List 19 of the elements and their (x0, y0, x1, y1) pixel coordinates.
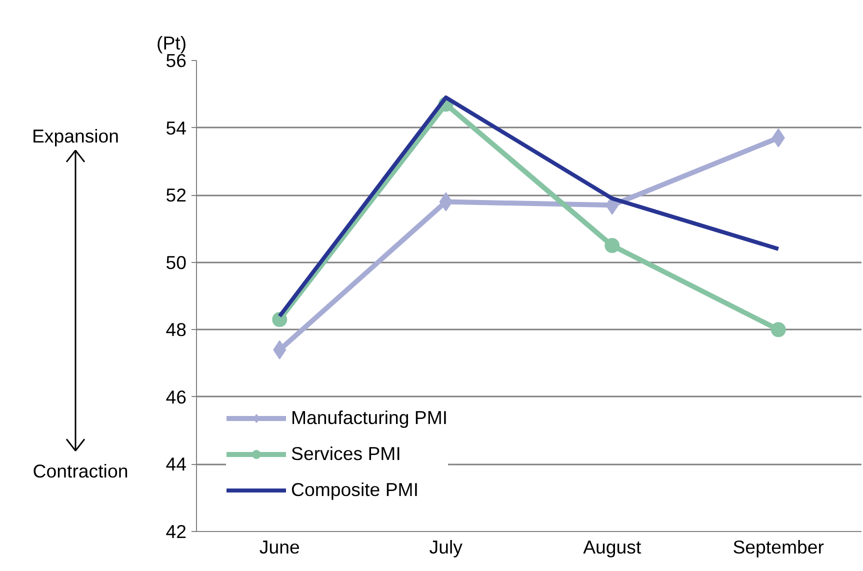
x-tick-label: June (259, 536, 300, 558)
point (770, 322, 786, 338)
legend-label: Services PMI (291, 443, 401, 465)
y-tick-label: 44 (166, 454, 187, 475)
text: Expansion (32, 125, 120, 146)
point (604, 238, 620, 254)
text: Contraction (32, 460, 128, 482)
x-tick-label: August (583, 536, 642, 558)
y-tick-label: 52 (166, 184, 187, 206)
y-tick-label: 46 (166, 386, 187, 408)
legend-label: Composite PMI (291, 479, 419, 501)
y-tick-label: 48 (166, 319, 187, 340)
legend-label: Manufacturing PMI (291, 407, 448, 429)
y-tick-label: 50 (166, 252, 187, 273)
y-tick-label: 42 (166, 521, 187, 542)
y-tick-label: 54 (166, 117, 187, 138)
x-tick-label: September (732, 536, 824, 558)
x-tick-label: July (429, 536, 464, 558)
y-axis-title: (Pt) (156, 32, 187, 54)
